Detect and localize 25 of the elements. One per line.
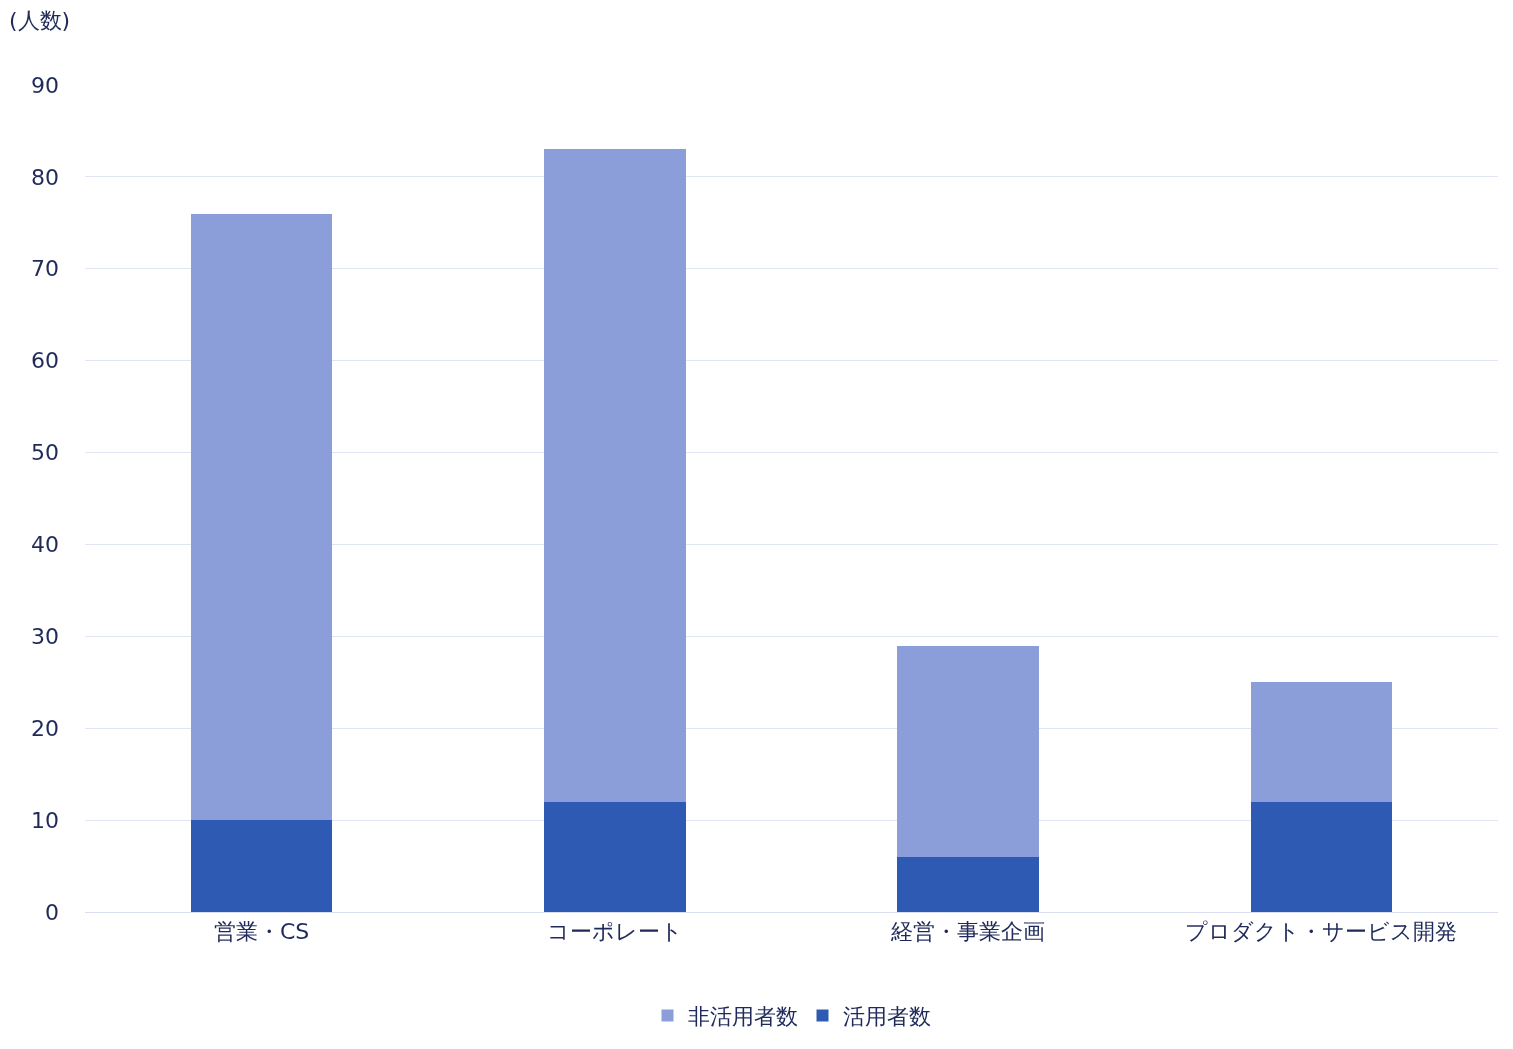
y-tick-label: 30 [31,624,59,650]
x-tick-label: 経営・事業企画 [890,919,1046,945]
bar [1250,801,1393,912]
bar [897,645,1039,857]
x-tick-label: プロダクト・サービス開発 [1185,919,1458,945]
bar [190,213,333,821]
y-tick-label: 40 [31,532,59,558]
x-tick-label: コーポレート [546,919,683,945]
y-tick-label: 0 [45,899,59,925]
legend-label: 活用者数 [842,1004,931,1030]
bar [897,856,1039,912]
bar [1250,682,1393,802]
bar [544,801,686,912]
y-tick-label: 60 [31,348,59,374]
y-tick-label: 20 [31,715,59,741]
legend-label: 非活用者数 [687,1004,798,1030]
bar [190,820,333,912]
y-axis-title: (人数) [9,8,71,33]
y-tick-label: 80 [31,164,59,190]
y-tick-label: 70 [31,256,59,282]
y-tick-label: 50 [31,440,59,466]
y-tick-label: 90 [31,72,59,98]
bar [544,149,686,802]
x-tick-label: 営業・CS [213,919,310,945]
y-tick-label: 10 [31,807,59,833]
